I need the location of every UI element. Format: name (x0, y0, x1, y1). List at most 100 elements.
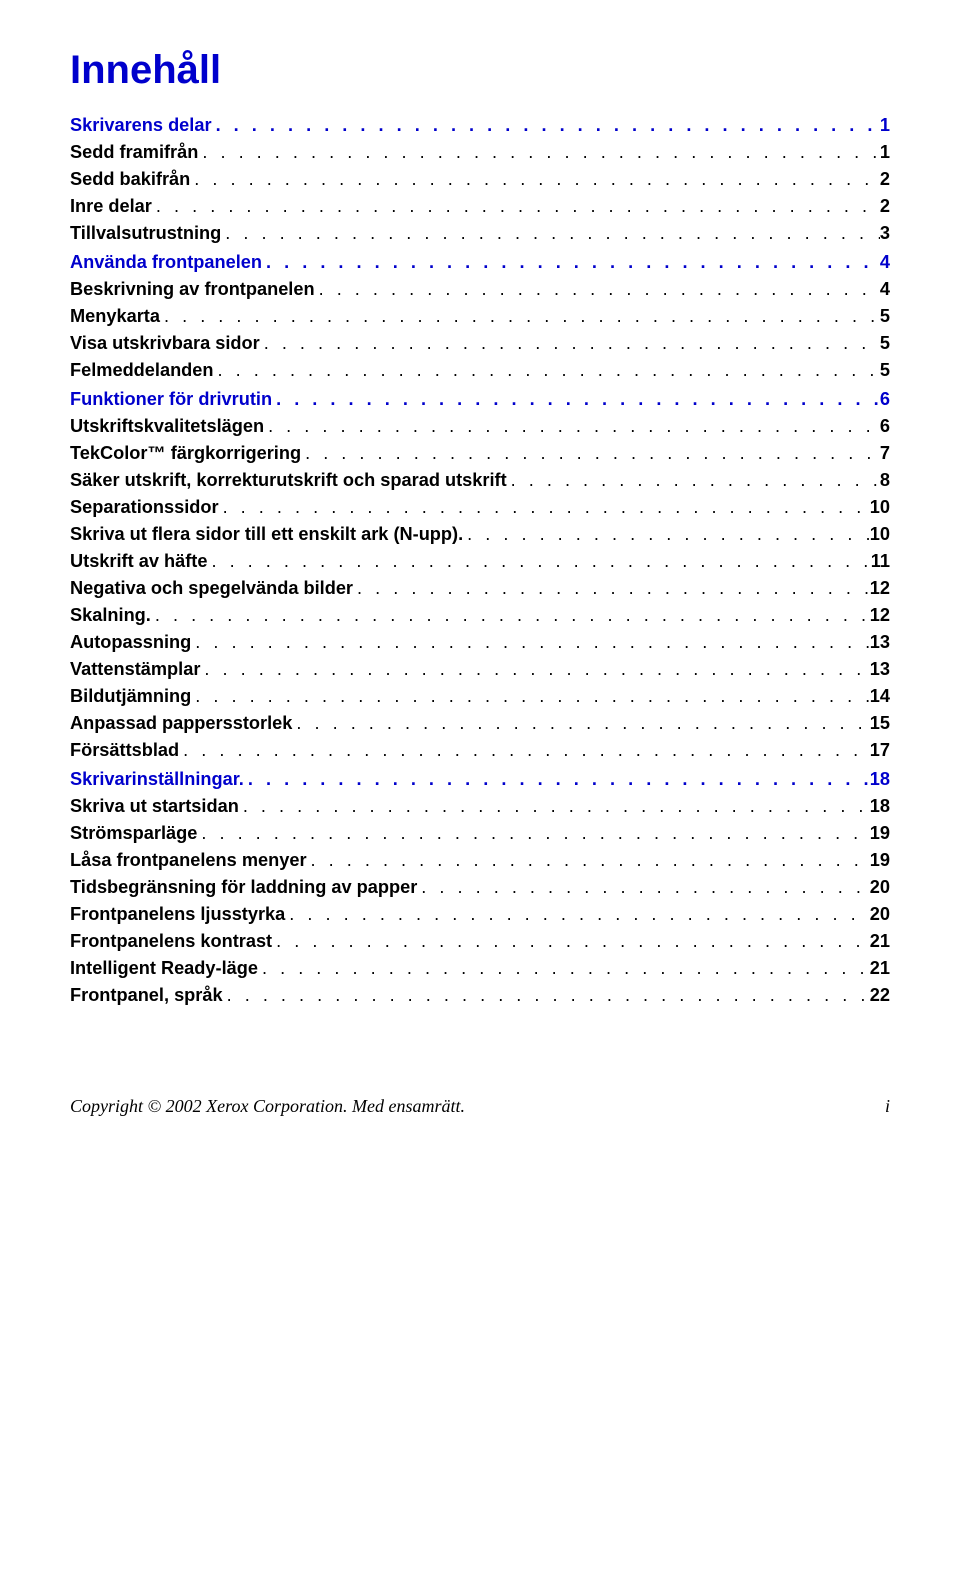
toc-section-label: Funktioner för drivrutin (70, 389, 272, 410)
toc-entry-page: 21 (870, 931, 890, 952)
toc-leader-dots: . . . . . . . . . . . . . . . . . . . . … (507, 470, 880, 491)
toc-leader-dots: . . . . . . . . . . . . . . . . . . . . … (262, 252, 880, 273)
toc-entry-row[interactable]: Frontpanelens kontrast . . . . . . . . .… (70, 931, 890, 952)
toc-leader-dots: . . . . . . . . . . . . . . . . . . . . … (223, 985, 870, 1006)
toc-entry-row[interactable]: Autopassning . . . . . . . . . . . . . .… (70, 632, 890, 653)
toc-entry-label: Tidsbegränsning för laddning av papper (70, 877, 417, 898)
toc-entry-row[interactable]: Utskrift av häfte . . . . . . . . . . . … (70, 551, 890, 572)
toc-leader-dots: . . . . . . . . . . . . . . . . . . . . … (292, 713, 869, 734)
toc-entry-row[interactable]: Inre delar . . . . . . . . . . . . . . .… (70, 196, 890, 217)
toc-entry-page: 21 (870, 958, 890, 979)
toc-entry-label: Beskrivning av frontpanelen (70, 279, 315, 300)
toc-section-row[interactable]: Funktioner för drivrutin . . . . . . . .… (70, 389, 890, 410)
toc-entry-row[interactable]: Separationssidor . . . . . . . . . . . .… (70, 497, 890, 518)
toc-entry-row[interactable]: Sedd bakifrån . . . . . . . . . . . . . … (70, 169, 890, 190)
toc-entry-row[interactable]: Intelligent Ready-läge . . . . . . . . .… (70, 958, 890, 979)
toc-leader-dots: . . . . . . . . . . . . . . . . . . . . … (301, 443, 880, 464)
toc-entry-page: 3 (880, 223, 890, 244)
toc-entry-label: Försättsblad (70, 740, 179, 761)
table-of-contents: Skrivarens delar . . . . . . . . . . . .… (70, 115, 890, 1006)
toc-leader-dots: . . . . . . . . . . . . . . . . . . . . … (214, 360, 880, 381)
toc-entry-label: Låsa frontpanelens menyer (70, 850, 307, 871)
toc-entry-row[interactable]: Tidsbegränsning för laddning av papper .… (70, 877, 890, 898)
page-footer: Copyright © 2002 Xerox Corporation. Med … (70, 1096, 890, 1117)
toc-section-label: Skrivarens delar (70, 115, 212, 136)
toc-entry-row[interactable]: Anpassad pappersstorlek . . . . . . . . … (70, 713, 890, 734)
toc-leader-dots: . . . . . . . . . . . . . . . . . . . . … (463, 524, 870, 545)
toc-entry-row[interactable]: Visa utskrivbara sidor . . . . . . . . .… (70, 333, 890, 354)
toc-entry-label: Bildutjämning (70, 686, 191, 707)
toc-entry-page: 8 (880, 470, 890, 491)
toc-entry-row[interactable]: Försättsblad . . . . . . . . . . . . . .… (70, 740, 890, 761)
toc-entry-label: Frontpanel, språk (70, 985, 223, 1006)
toc-entry-row[interactable]: Säker utskrift, korrekturutskrift och sp… (70, 470, 890, 491)
toc-section-row[interactable]: Använda frontpanelen . . . . . . . . . .… (70, 252, 890, 273)
toc-leader-dots: . . . . . . . . . . . . . . . . . . . . … (179, 740, 870, 761)
toc-leader-dots: . . . . . . . . . . . . . . . . . . . . … (239, 796, 870, 817)
toc-entry-page: 2 (880, 196, 890, 217)
toc-entry-row[interactable]: Skriva ut flera sidor till ett enskilt a… (70, 524, 890, 545)
toc-entry-row[interactable]: TekColor™ färgkorrigering . . . . . . . … (70, 443, 890, 464)
toc-leader-dots: . . . . . . . . . . . . . . . . . . . . … (258, 958, 870, 979)
toc-section-page: 1 (880, 115, 890, 136)
toc-leader-dots: . . . . . . . . . . . . . . . . . . . . … (315, 279, 880, 300)
toc-entry-row[interactable]: Tillvalsutrustning . . . . . . . . . . .… (70, 223, 890, 244)
toc-leader-dots: . . . . . . . . . . . . . . . . . . . . … (191, 686, 870, 707)
toc-entry-row[interactable]: Vattenstämplar . . . . . . . . . . . . .… (70, 659, 890, 680)
toc-entry-label: Skalning. (70, 605, 151, 626)
toc-entry-row[interactable]: Frontpanelens ljusstyrka . . . . . . . .… (70, 904, 890, 925)
toc-entry-row[interactable]: Utskriftskvalitetslägen . . . . . . . . … (70, 416, 890, 437)
toc-section-page: 6 (880, 389, 890, 410)
toc-section-row[interactable]: Skrivarinställningar. . . . . . . . . . … (70, 769, 890, 790)
toc-entry-row[interactable]: Beskrivning av frontpanelen . . . . . . … (70, 279, 890, 300)
toc-entry-label: Frontpanelens ljusstyrka (70, 904, 285, 925)
toc-entry-row[interactable]: Låsa frontpanelens menyer . . . . . . . … (70, 850, 890, 871)
toc-entry-label: Tillvalsutrustning (70, 223, 221, 244)
toc-entry-page: 1 (880, 142, 890, 163)
toc-entry-row[interactable]: Strömsparläge . . . . . . . . . . . . . … (70, 823, 890, 844)
toc-leader-dots: . . . . . . . . . . . . . . . . . . . . … (417, 877, 869, 898)
toc-entry-page: 13 (870, 632, 890, 653)
toc-leader-dots: . . . . . . . . . . . . . . . . . . . . … (190, 169, 880, 190)
toc-section-row[interactable]: Skrivarens delar . . . . . . . . . . . .… (70, 115, 890, 136)
toc-entry-row[interactable]: Frontpanel, språk . . . . . . . . . . . … (70, 985, 890, 1006)
toc-entry-label: Utskriftskvalitetslägen (70, 416, 264, 437)
toc-leader-dots: . . . . . . . . . . . . . . . . . . . . … (244, 769, 870, 790)
toc-entry-page: 4 (880, 279, 890, 300)
toc-entry-page: 19 (870, 850, 890, 871)
toc-entry-label: Visa utskrivbara sidor (70, 333, 260, 354)
toc-entry-row[interactable]: Felmeddelanden . . . . . . . . . . . . .… (70, 360, 890, 381)
toc-leader-dots: . . . . . . . . . . . . . . . . . . . . … (200, 659, 869, 680)
toc-leader-dots: . . . . . . . . . . . . . . . . . . . . … (207, 551, 870, 572)
toc-entry-label: Separationssidor (70, 497, 219, 518)
toc-entry-row[interactable]: Menykarta . . . . . . . . . . . . . . . … (70, 306, 890, 327)
toc-entry-label: Intelligent Ready-läge (70, 958, 258, 979)
toc-entry-label: Menykarta (70, 306, 160, 327)
toc-section-label: Använda frontpanelen (70, 252, 262, 273)
toc-entry-label: Sedd bakifrån (70, 169, 190, 190)
toc-leader-dots: . . . . . . . . . . . . . . . . . . . . … (151, 605, 870, 626)
toc-entry-row[interactable]: Negativa och spegelvända bilder . . . . … (70, 578, 890, 599)
toc-leader-dots: . . . . . . . . . . . . . . . . . . . . … (219, 497, 870, 518)
toc-entry-row[interactable]: Bildutjämning . . . . . . . . . . . . . … (70, 686, 890, 707)
toc-leader-dots: . . . . . . . . . . . . . . . . . . . . … (152, 196, 880, 217)
toc-entry-page: 17 (870, 740, 890, 761)
toc-entry-label: Skriva ut startsidan (70, 796, 239, 817)
toc-leader-dots: . . . . . . . . . . . . . . . . . . . . … (260, 333, 880, 354)
toc-entry-page: 12 (870, 578, 890, 599)
toc-entry-page: 13 (870, 659, 890, 680)
toc-entry-row[interactable]: Sedd framifrån . . . . . . . . . . . . .… (70, 142, 890, 163)
toc-entry-label: Inre delar (70, 196, 152, 217)
toc-leader-dots: . . . . . . . . . . . . . . . . . . . . … (198, 142, 880, 163)
toc-entry-page: 6 (880, 416, 890, 437)
toc-entry-page: 2 (880, 169, 890, 190)
toc-leader-dots: . . . . . . . . . . . . . . . . . . . . … (197, 823, 869, 844)
toc-entry-label: Frontpanelens kontrast (70, 931, 272, 952)
toc-entry-row[interactable]: Skalning. . . . . . . . . . . . . . . . … (70, 605, 890, 626)
toc-entry-row[interactable]: Skriva ut startsidan . . . . . . . . . .… (70, 796, 890, 817)
toc-entry-page: 7 (880, 443, 890, 464)
toc-entry-page: 19 (870, 823, 890, 844)
toc-entry-label: Vattenstämplar (70, 659, 200, 680)
toc-section-label: Skrivarinställningar. (70, 769, 244, 790)
toc-entry-label: Strömsparläge (70, 823, 197, 844)
